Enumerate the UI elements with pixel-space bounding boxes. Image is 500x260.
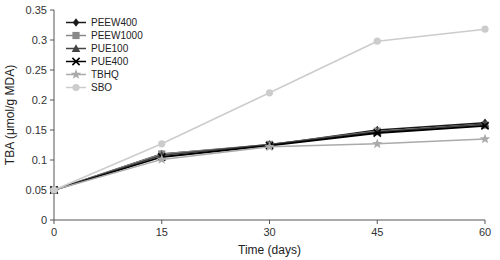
y-tick: [50, 100, 54, 101]
data-point: [480, 134, 490, 144]
series-line: [54, 123, 485, 190]
series-line: [54, 126, 485, 190]
y-tick: [50, 70, 54, 71]
y-tick-label: 0.05: [26, 184, 47, 196]
data-point: [264, 141, 274, 151]
legend-label: PEEW1000: [91, 30, 143, 41]
x-axis-label: Time (days): [238, 243, 301, 257]
legend-marker: [71, 69, 81, 79]
legend-label: PUE400: [91, 56, 129, 67]
x-tick-label: 0: [51, 226, 57, 238]
data-point: [158, 140, 165, 147]
x-tick: [161, 220, 162, 224]
series: [50, 120, 490, 194]
data-point: [49, 185, 59, 195]
x-tick-label: 60: [479, 226, 491, 238]
y-tick-label: 0.35: [26, 4, 47, 16]
y-tick-label: 0.3: [32, 34, 47, 46]
y-tick: [50, 160, 54, 161]
series: [51, 118, 488, 194]
legend-marker: [72, 84, 79, 91]
y-tick: [50, 130, 54, 131]
x-tick: [377, 220, 378, 224]
data-point: [481, 26, 488, 33]
y-tick-label: 0.15: [26, 124, 47, 136]
data-point: [372, 138, 382, 148]
x-tick-label: 45: [371, 226, 383, 238]
legend-label: TBHQ: [91, 69, 119, 80]
y-tick-label: 0.1: [32, 154, 47, 166]
data-point: [157, 154, 167, 164]
y-axis-label: TBA (μmol/g MDA): [3, 65, 17, 165]
data-point: [50, 186, 57, 193]
plot-area: [49, 26, 490, 195]
series: [50, 122, 488, 194]
legend-label: PEEW400: [91, 17, 138, 28]
legend-marker: [72, 44, 81, 52]
data-point: [50, 186, 57, 193]
series-line: [54, 29, 485, 190]
data-point: [50, 186, 59, 194]
series-line: [54, 139, 485, 190]
legend-label: PUE100: [91, 43, 129, 54]
x-tick: [54, 220, 55, 224]
data-point: [266, 89, 273, 96]
series-line: [54, 124, 485, 190]
y-tick: [50, 40, 54, 41]
legend-marker: [72, 58, 79, 65]
y-tick-label: 0: [41, 214, 47, 226]
chart: 0 0.05 0.1 0.15 0.2 0.25 0.3 0.35 0 15 30 45 60 Time …: [0, 0, 500, 260]
legend-marker: [73, 18, 79, 27]
data-point: [481, 122, 488, 129]
data-point: [374, 129, 381, 136]
legend-label: SBO: [91, 82, 112, 93]
y-tick-label: 0.2: [32, 94, 47, 106]
data-point: [50, 186, 57, 193]
legend: PEEW400 PEEW1000 PUE100 PUE400 TBHQ SBO: [62, 12, 147, 98]
y-tick: [50, 220, 54, 221]
x-tick: [269, 220, 270, 224]
legend-marker: [72, 32, 79, 39]
series: [50, 26, 488, 194]
y-tick-label: 0.25: [26, 64, 47, 76]
data-point: [374, 38, 381, 45]
x-tick: [485, 220, 486, 224]
series: [50, 122, 488, 193]
x-tick-label: 15: [156, 226, 168, 238]
x-tick-label: 30: [263, 226, 275, 238]
legend-background: [62, 12, 147, 98]
y-tick: [50, 10, 54, 11]
series-line: [54, 125, 485, 190]
